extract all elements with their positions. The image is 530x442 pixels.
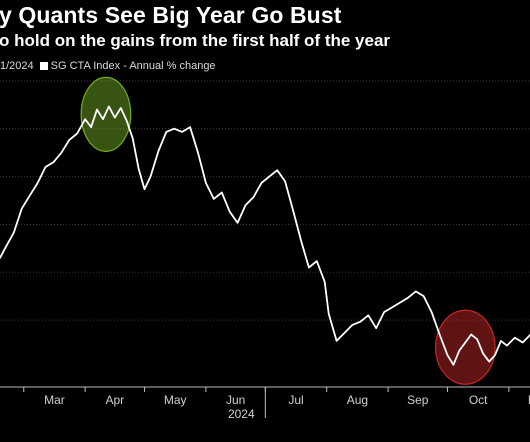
x-tick-label-aug: Aug (347, 393, 368, 407)
grid-lines (0, 80, 530, 321)
x-tick-label-nov: Nov (528, 393, 530, 407)
x-tick-label-apr: Apr (105, 393, 124, 407)
x-tick-label-jun: Jun (226, 393, 245, 407)
series-lines (0, 105, 530, 366)
x-axis: Mar Apr May Jun Jul Aug Sep Oct Nov 2024 (0, 386, 530, 421)
highlight-ellipse-1 (434, 309, 496, 385)
legend: 1/2024 SG CTA Index - Annual % change (0, 60, 216, 72)
x-tick-label-sep: Sep (407, 393, 429, 407)
x-tick-label-mar: Mar (44, 393, 65, 407)
chart-title: y Quants See Big Year Go Bust (0, 2, 342, 28)
chart-subtitle: o hold on the gains from the first half … (0, 31, 391, 50)
x-year-label: 2024 (228, 407, 255, 421)
x-tick-label-may: May (164, 393, 187, 407)
x-tick-label-oct: Oct (469, 393, 488, 407)
legend-date: 1/2024 (0, 60, 34, 72)
legend-swatch-icon (39, 62, 48, 70)
highlight-ellipses (80, 76, 496, 385)
series-line-0 (0, 105, 530, 366)
x-tick-label-jul: Jul (288, 393, 303, 407)
legend-series-label: SG CTA Index - Annual % change (50, 60, 216, 72)
